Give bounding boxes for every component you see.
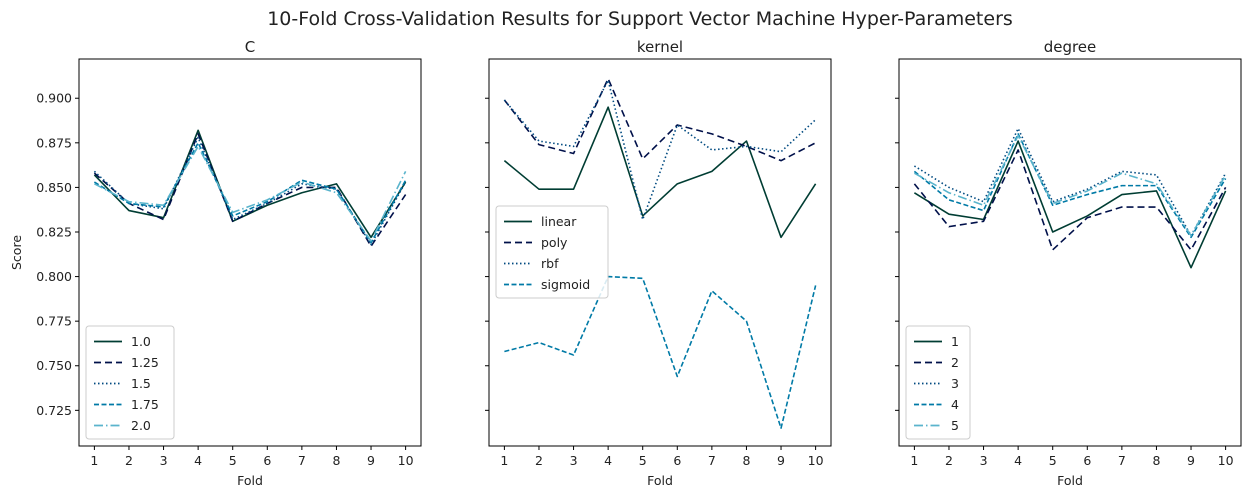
legend-label: 4 [951, 397, 959, 412]
x-tick-label: 5 [1049, 453, 1057, 468]
y-tick-label: 0.825 [36, 224, 72, 239]
legend-box [495, 205, 609, 299]
x-tick-label: 9 [777, 453, 785, 468]
legend-label: linear [541, 214, 577, 229]
legend-label: 1.75 [131, 397, 159, 412]
series-line-1 [913, 140, 1227, 269]
panel-c: C 1 2 3 4 5 6 7 8 9 10 0.725 0.750 0.775 0.800 0.825 0.8… [9, 38, 422, 488]
series-line-1.75 [93, 142, 407, 244]
x-tick-label: 6 [673, 453, 681, 468]
x-tick-label: 6 [1083, 453, 1091, 468]
x-tick-label: 7 [708, 453, 716, 468]
panel-kernel: kernel 1 2 3 4 5 6 7 8 9 10 Fold linear poly rbf sigmoi… [485, 38, 832, 488]
x-tick-label: 7 [298, 453, 306, 468]
x-tick-label: 8 [1152, 453, 1160, 468]
x-tick-label: 3 [980, 453, 988, 468]
y-tick-label: 0.850 [36, 180, 72, 195]
axes-frame [78, 58, 422, 447]
x-tick-label: 1 [90, 453, 98, 468]
series-line-1.25 [93, 133, 407, 248]
series-line-5 [913, 134, 1227, 237]
legend-label: sigmoid [541, 277, 590, 292]
series-line-4 [913, 133, 1227, 239]
x-tick-label: 5 [229, 453, 237, 468]
x-tick-label: 6 [263, 453, 271, 468]
series-line-sigmoid [504, 275, 817, 429]
x-tick-label: 3 [160, 453, 168, 468]
x-tick-label: 4 [1014, 453, 1022, 468]
x-tick-label: 7 [1118, 453, 1126, 468]
x-tick-label: 2 [945, 453, 953, 468]
panel-degree: degree 1 2 3 4 5 6 7 8 9 10 Fold 1 2 3 4 5 [895, 38, 1242, 488]
legend-label: 1 [951, 334, 959, 349]
x-axis-label: Fold [647, 473, 673, 488]
y-tick-label: 0.750 [36, 358, 72, 373]
x-tick-label: 2 [125, 453, 133, 468]
series-line-3 [913, 127, 1227, 237]
legend-label: 1.0 [131, 334, 151, 349]
x-axis-label: Fold [1057, 473, 1083, 488]
legend-label: 3 [951, 376, 959, 391]
y-axis-label: Score [9, 235, 24, 270]
x-tick-label: 10 [1218, 453, 1234, 468]
x-tick-label: 8 [332, 453, 340, 468]
legend-box [85, 325, 175, 440]
x-tick-label: 10 [808, 453, 824, 468]
series-line-1.0 [93, 129, 407, 239]
y-tick-label: 0.875 [36, 135, 72, 150]
y-tick-label: 0.775 [36, 314, 72, 329]
x-tick-label: 3 [570, 453, 578, 468]
x-tick-label: 5 [639, 453, 647, 468]
legend: linear poly rbf sigmoid [495, 205, 609, 299]
axes-frame [488, 58, 832, 447]
legend-label: 5 [951, 418, 959, 433]
x-tick-label: 1 [500, 453, 508, 468]
series-line-2.0 [94, 145, 407, 242]
legend-label: poly [541, 235, 568, 250]
x-tick-label: 1 [910, 453, 918, 468]
series-line-1.5 [93, 136, 407, 246]
legend-label: 2.0 [131, 418, 151, 433]
legend: 1.0 1.25 1.5 1.75 2.0 [85, 325, 175, 440]
series-line-linear [503, 106, 817, 239]
axes-frame [898, 58, 1242, 447]
axes-title: C [245, 38, 255, 56]
legend-label: 2 [951, 355, 959, 370]
x-tick-label: 10 [398, 453, 414, 468]
legend-label: 1.5 [131, 376, 151, 391]
series-line-rbf [503, 79, 817, 221]
x-tick-label: 4 [604, 453, 612, 468]
x-tick-label: 4 [194, 453, 202, 468]
axes-title: kernel [637, 38, 683, 56]
legend-label: rbf [541, 256, 559, 271]
legend-box [905, 325, 971, 440]
legend: 1 2 3 4 5 [905, 325, 971, 440]
x-tick-label: 2 [535, 453, 543, 468]
x-tick-label: 9 [367, 453, 375, 468]
legend-label: 1.25 [131, 355, 159, 370]
y-tick-label: 0.900 [36, 91, 72, 106]
y-tick-label: 0.725 [36, 403, 72, 418]
series-line-2 [913, 149, 1227, 251]
series-line-poly [503, 77, 816, 162]
x-tick-label: 9 [1187, 453, 1195, 468]
x-tick-label: 8 [742, 453, 750, 468]
figure-title: 10-Fold Cross-Validation Results for Sup… [267, 8, 1013, 30]
y-tick-label: 0.800 [36, 269, 72, 284]
axes-title: degree [1044, 38, 1097, 56]
x-axis-label: Fold [237, 473, 263, 488]
